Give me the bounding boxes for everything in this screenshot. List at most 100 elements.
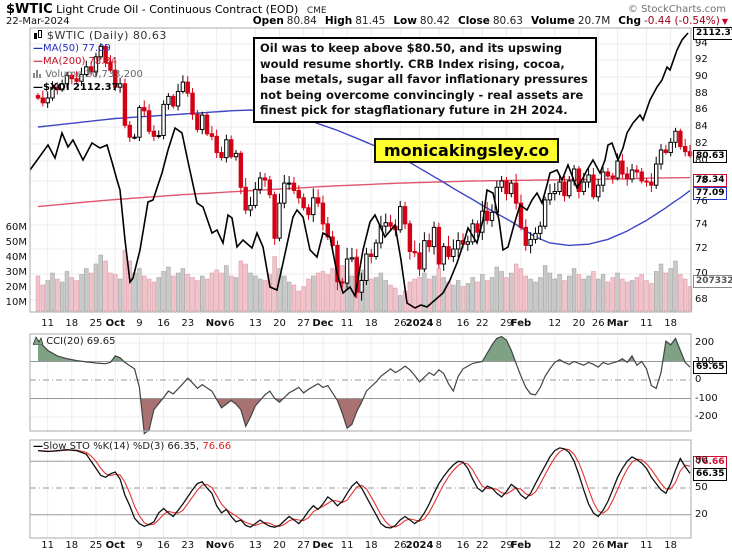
legend-cci-label: CCI(20) 69.65 [46,336,116,347]
price-tick-label: 84 [695,121,708,132]
x-tick-label: 20 [572,318,586,329]
x-tick-label: 20 [572,540,586,551]
page-title: Light Crude Oil - Continuous Contract (E… [56,3,299,16]
x-tick-label: 6 [227,540,235,551]
price-tick-label: 78 [695,175,708,186]
quote-value: 80.84 [286,15,317,27]
cci-tick-label: 100 [695,355,715,367]
legend-sto: —Slow STO %K(14) %D(3) 66.35, 76.66 [33,441,231,452]
x-tick-label: Oct [105,318,125,329]
copyright-notice: © StockCharts.com [627,4,726,15]
x-tick-label: 16 [157,540,170,551]
x-tick-label: 6 [227,318,235,329]
x-tick-label: 20 [273,540,286,551]
sto-d-line [37,448,691,528]
ma50-value-box: 77.09 [693,187,728,200]
volume-bars-icon [33,70,41,78]
quote-value: 81.45 [355,15,386,27]
exchange-label: CME [306,6,327,16]
price-tick-label: 76 [695,196,708,207]
sto-tick-label: 80 [695,455,708,467]
panel-border [29,439,692,539]
quote-label: Low [393,15,417,27]
cci-overbought-fill [38,336,688,362]
cci-oversold-fill [38,398,688,431]
x-tick-label: 26 [393,540,407,551]
volume-tick-label: 50M [5,237,27,248]
quote-value: 20.7M [577,15,611,27]
legend-sto-label: Slow STO %K(14) %D(3) 66.35, [43,441,200,452]
legend-ma200-label: MA(200) 78.34 [43,56,118,67]
quote-value: 80.63 [492,15,523,27]
x-tick-label: 13 [248,540,262,551]
sto-tick-label: 50 [695,482,708,493]
price-tick-label: 74 [695,219,708,230]
legend-xoi: —$XOI 2112.37 [33,82,119,93]
x-tick-label: 27 [297,318,310,329]
x-tick-label: 26 [591,540,605,551]
volume-tick-label: 60M [5,222,27,233]
x-tick-label: 27 [297,540,310,551]
x-tick-label: Dec [312,318,334,329]
panel-border [29,333,692,432]
x-tick-label: 2024 [405,540,434,551]
xoi-line-swatch-icon: — [33,82,43,93]
chart-date: 22-Mar-2024 [6,16,70,27]
x-tick-label: 18 [364,540,378,551]
xoi-overlay-line [29,32,689,309]
x-tick-label: 11 [41,318,55,329]
x-tick-label: 22 [475,540,489,551]
x-tick-label: 11 [640,318,653,329]
x-tick-label: 8 [435,540,443,551]
commentary-annotation-box: Oil was to keep above $80.50, and its up… [253,37,597,123]
x-tick-label: 18 [664,540,678,551]
volume-tick-label: 30M [5,267,27,278]
legend-volume-label: Volume 20,733,200 [45,69,143,80]
ma50-line-swatch-icon: — [33,43,43,54]
legend-main-label: $WTIC (Daily) 80.63 [47,29,167,42]
last-price-box: 80.63 [693,150,728,163]
price-tick-label: 82 [695,138,708,149]
price-tick-label: 68 [695,294,708,305]
volume-tick-label: 20M [5,282,27,293]
x-tick-label: 22 [475,318,489,329]
x-tick-label: 29 [500,540,513,551]
sto-tick-label: 20 [695,508,708,520]
cci-tick-label: -200 [695,411,718,422]
legend-ma50-label: MA(50) 77.09 [43,43,111,54]
x-tick-label: 29 [500,318,513,329]
x-tick-label: Mar [606,318,629,329]
cci-value-box: 69.65 [693,361,728,374]
legend-ma200: —MA(200) 78.34 [33,56,117,67]
panel-border [29,27,692,313]
x-tick-label: Oct [105,540,125,551]
price-tick-label: 72 [695,243,708,254]
ma200-value-box: 78.34 [693,174,728,187]
cci-tick-label: 0 [695,374,702,385]
x-tick-label: 12 [548,318,562,329]
price-tick-label: 86 [695,104,708,115]
symbol: $WTIC [6,2,53,17]
x-tick-label: Feb [510,540,532,551]
x-tick-label: 9 [136,540,143,551]
cci-area-icon [32,336,44,346]
candlestick-icon [34,30,42,39]
x-tick-label: 16 [456,540,470,551]
legend-cci: CCI(20) 69.65 [32,336,116,347]
x-tick-label: 8 [435,318,443,329]
quote-label: Chg [618,15,641,27]
quote-label: High [324,15,353,27]
x-tick-label: Dec [312,540,334,551]
sto-k-value-box: 66.35 [693,468,728,481]
price-tick-label: 94 [695,38,708,49]
price-tick-label: 90 [695,71,708,82]
x-tick-label: 16 [456,318,470,329]
x-tick-label: 18 [364,318,378,329]
legend-xoi-label: $XOI 2112.37 [43,82,119,93]
x-tick-label: 18 [664,318,678,329]
watermark-monicakingsley: monicakingsley.co [374,138,560,163]
sto-line-swatch-icon: — [33,441,43,452]
x-tick-label: 18 [65,318,79,329]
